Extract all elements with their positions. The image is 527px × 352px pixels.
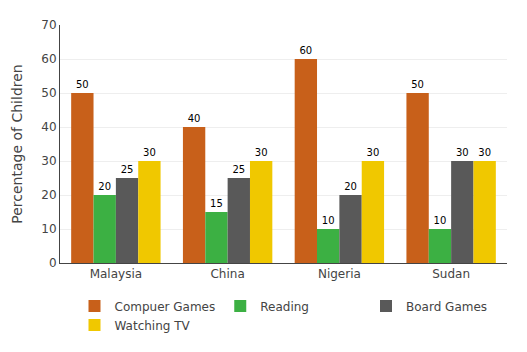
svg-text:Compuer Games: Compuer Games [115,300,216,314]
svg-text:Board Games: Board Games [406,300,487,314]
svg-text:50: 50 [411,79,424,90]
svg-text:10: 10 [434,215,447,226]
svg-text:Sudan: Sudan [432,267,470,281]
svg-text:30: 30 [367,147,380,158]
svg-text:60: 60 [299,45,312,56]
svg-text:Nigeria: Nigeria [318,267,361,281]
svg-text:25: 25 [121,164,134,175]
svg-text:10: 10 [322,215,335,226]
svg-text:40: 40 [188,113,201,124]
svg-text:30: 30 [456,147,469,158]
svg-text:20: 20 [344,181,357,192]
svg-text:25: 25 [232,164,245,175]
svg-text:30: 30 [255,147,268,158]
svg-text:70: 70 [41,18,56,32]
svg-text:40: 40 [41,120,56,134]
svg-text:15: 15 [210,198,223,209]
svg-text:Percentage of Children: Percentage of Children [9,64,25,223]
svg-text:30: 30 [41,154,56,168]
svg-text:20: 20 [98,181,111,192]
svg-text:30: 30 [143,147,156,158]
svg-text:Malaysia: Malaysia [90,267,142,281]
svg-text:China: China [210,267,244,281]
svg-text:20: 20 [41,188,56,202]
svg-text:Watching TV: Watching TV [115,319,191,333]
svg-text:0: 0 [49,256,57,270]
svg-text:10: 10 [41,222,56,236]
svg-text:30: 30 [478,147,491,158]
svg-text:50: 50 [76,79,89,90]
svg-text:Reading: Reading [260,300,309,314]
svg-text:60: 60 [41,52,56,66]
svg-text:50: 50 [41,86,56,100]
